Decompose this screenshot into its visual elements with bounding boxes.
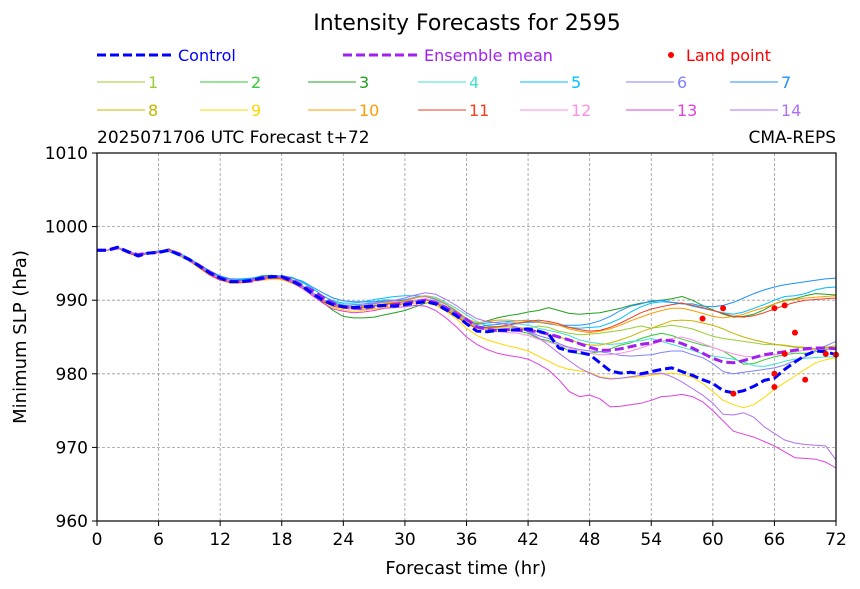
land-point-marker xyxy=(802,376,809,383)
series-layer xyxy=(97,245,837,469)
y-tick-label: 990 xyxy=(56,291,88,311)
x-tick-label: 54 xyxy=(640,530,662,550)
y-tick-label: 1010 xyxy=(45,144,88,164)
x-tick-label: 66 xyxy=(764,530,786,550)
x-tick-label: 48 xyxy=(579,530,601,550)
land-point-marker xyxy=(771,370,778,377)
y-tick-label: 1000 xyxy=(45,218,88,238)
y-axis-label: Minimum SLP (hPa) xyxy=(10,250,31,424)
land-points xyxy=(699,302,839,397)
land-point-marker xyxy=(781,302,788,309)
land-point-marker xyxy=(730,390,737,397)
series-line-control xyxy=(97,245,837,395)
legend-label-12: 12 xyxy=(571,101,591,120)
legend-label-14: 14 xyxy=(781,101,801,120)
legend-label-land-point: Land point xyxy=(686,46,771,65)
land-point-marker xyxy=(791,329,798,336)
land-point-marker xyxy=(781,350,788,357)
x-tick-label: 42 xyxy=(517,530,539,550)
x-tick-label: 36 xyxy=(456,530,478,550)
x-tick-label: 60 xyxy=(702,530,724,550)
x-tick-label: 6 xyxy=(153,530,164,550)
legend-label-3: 3 xyxy=(359,73,369,92)
legend-label-5: 5 xyxy=(571,73,581,92)
x-tick-label: 72 xyxy=(825,530,847,550)
land-point-marker xyxy=(771,384,778,391)
x-axis-label: Forecast time (hr) xyxy=(385,558,546,579)
legend-label-2: 2 xyxy=(251,73,261,92)
x-tick-label: 12 xyxy=(209,530,231,550)
legend-label-11: 11 xyxy=(469,101,489,120)
legend-label-1: 1 xyxy=(148,73,158,92)
chart-title: Intensity Forecasts for 2595 xyxy=(313,11,621,36)
grid xyxy=(97,153,836,521)
y-tick-label: 980 xyxy=(56,365,88,385)
x-tick-label: 24 xyxy=(333,530,355,550)
x-tick-label: 30 xyxy=(394,530,416,550)
legend-label-10: 10 xyxy=(359,101,379,120)
legend-label-ensemble-mean: Ensemble mean xyxy=(424,46,553,65)
x-tick-label: 0 xyxy=(92,530,103,550)
legend-label-9: 9 xyxy=(251,101,261,120)
land-point-marker xyxy=(822,350,829,357)
legend-label-7: 7 xyxy=(781,73,791,92)
legend-label-8: 8 xyxy=(148,101,158,120)
legend-label-4: 4 xyxy=(469,73,479,92)
land-point-marker xyxy=(720,305,727,312)
y-tick-label: 970 xyxy=(56,438,88,458)
legend-label-control: Control xyxy=(178,46,236,65)
y-tick-label: 960 xyxy=(56,512,88,532)
land-point-marker xyxy=(771,305,778,312)
legend-label-6: 6 xyxy=(677,73,687,92)
legend-label-13: 13 xyxy=(677,101,697,120)
model-label: CMA-REPS xyxy=(748,128,836,148)
run-label: 2025071706 UTC Forecast t+72 xyxy=(97,128,370,148)
land-point-marker xyxy=(699,315,706,322)
x-tick-label: 18 xyxy=(271,530,293,550)
x-axis: 0 6 12 18 24 30 36 42 48 54 60 66 72 xyxy=(92,521,847,550)
y-axis: 960 970 980 990 1000 1010 xyxy=(45,144,97,532)
legend-swatch-land-point xyxy=(668,52,674,58)
